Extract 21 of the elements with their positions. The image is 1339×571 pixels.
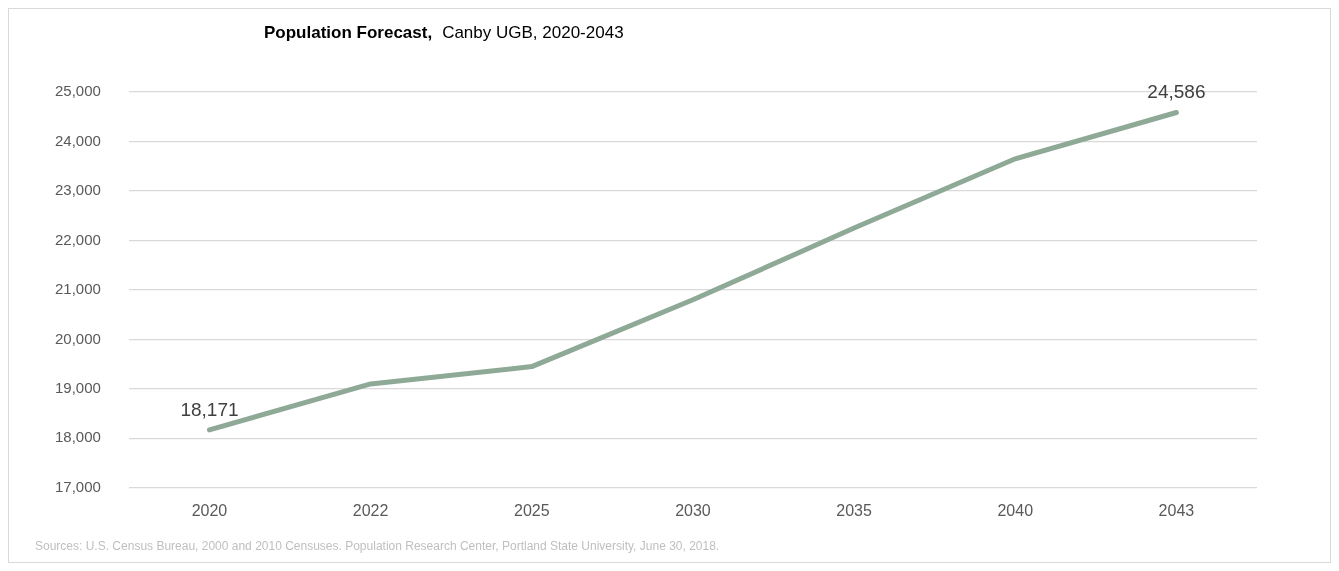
chart-title: Population Forecast, <box>264 23 433 42</box>
y-tick-label: 22,000 <box>54 230 101 248</box>
x-tick-label: 2025 <box>513 501 550 519</box>
data-label: 24,586 <box>1147 81 1206 103</box>
x-tick-label: 2035 <box>836 501 872 519</box>
y-tick-label: 18,000 <box>54 428 101 446</box>
data-label: 18,171 <box>180 398 239 420</box>
x-tick-label: 2043 <box>1158 501 1195 519</box>
y-tick-label: 19,000 <box>54 378 101 396</box>
y-tick-label: 21,000 <box>54 280 101 298</box>
y-tick-label: 17,000 <box>54 477 101 495</box>
y-tick-label: 25,000 <box>54 82 101 100</box>
x-tick-label: 2040 <box>997 501 1034 519</box>
source-note: Sources: U.S. Census Bureau, 2000 and 2010 Censuses. Population Research Center, Portland State University, June 30, 2018. <box>35 539 720 553</box>
x-tick-label: 2022 <box>352 501 389 519</box>
x-tick-label: 2030 <box>675 501 711 519</box>
y-tick-label: 20,000 <box>54 329 101 347</box>
chart-subtitle: Canby UGB, 2020-2043 <box>442 23 624 42</box>
x-tick-label: 2020 <box>191 501 228 519</box>
y-tick-label: 23,000 <box>54 181 101 199</box>
y-tick-label: 24,000 <box>54 131 101 149</box>
